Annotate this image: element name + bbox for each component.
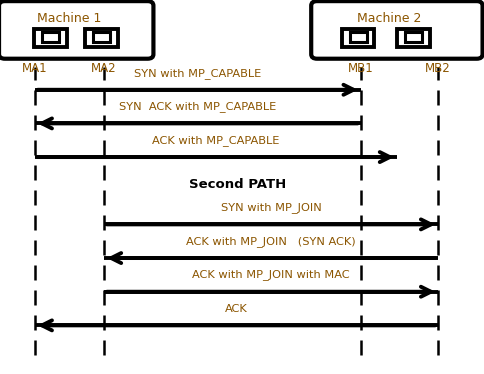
Text: SYN  ACK with MP_CAPABLE: SYN ACK with MP_CAPABLE	[119, 101, 276, 112]
Bar	[42, 32, 60, 42]
Text: MB2: MB2	[425, 62, 451, 75]
Bar	[42, 32, 60, 42]
Text: ACK with MP_CAPABLE: ACK with MP_CAPABLE	[152, 135, 280, 146]
Text: MA1: MA1	[22, 62, 47, 75]
Text: SYN with MP_JOIN: SYN with MP_JOIN	[221, 202, 321, 213]
FancyBboxPatch shape	[0, 1, 153, 59]
Text: ACK: ACK	[225, 304, 248, 314]
Text: SYN with MP_CAPABLE: SYN with MP_CAPABLE	[134, 68, 261, 79]
Bar	[405, 32, 423, 42]
Bar	[93, 32, 110, 42]
Text: Machine 1: Machine 1	[37, 12, 101, 25]
Bar	[34, 29, 67, 47]
Text: ACK with MP_JOIN   (SYN ACK): ACK with MP_JOIN (SYN ACK)	[186, 236, 356, 247]
Text: MB1: MB1	[348, 62, 374, 75]
Bar	[397, 29, 430, 47]
Bar	[349, 32, 367, 42]
Bar	[405, 32, 423, 42]
Text: Machine 2: Machine 2	[357, 12, 421, 25]
Bar	[93, 32, 110, 42]
Bar	[85, 29, 118, 47]
FancyBboxPatch shape	[311, 1, 483, 59]
Bar	[342, 29, 375, 47]
Bar	[349, 32, 367, 42]
Text: Second PATH: Second PATH	[189, 178, 286, 191]
Text: ACK with MP_JOIN with MAC: ACK with MP_JOIN with MAC	[192, 270, 350, 280]
Text: MA2: MA2	[91, 62, 117, 75]
